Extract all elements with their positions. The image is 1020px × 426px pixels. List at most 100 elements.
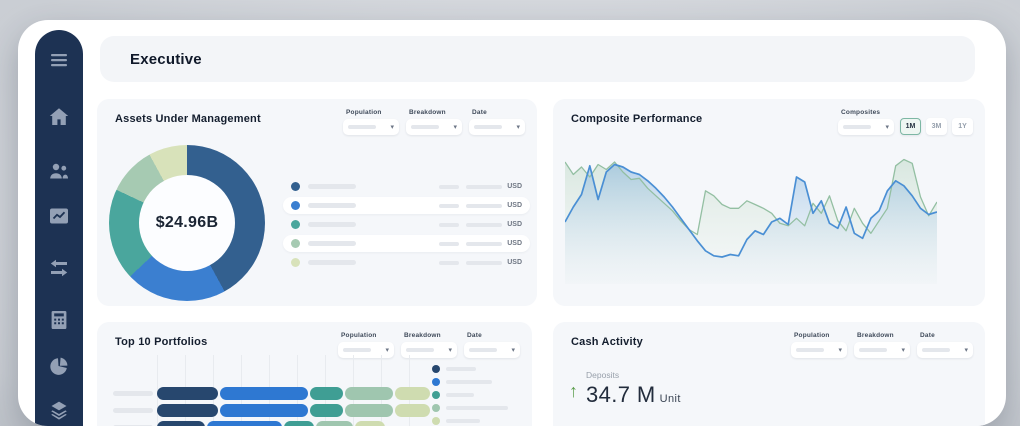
placeholder-skeleton	[474, 125, 502, 129]
value-skeleton	[439, 241, 460, 246]
placeholder-skeleton	[922, 348, 950, 352]
filter-select-date[interactable]: ▾	[464, 342, 520, 358]
holdings-layers-icon[interactable]	[47, 398, 71, 422]
value-skeleton	[466, 222, 503, 227]
legend-name-skeleton	[446, 418, 480, 423]
aum-legend-row[interactable]: USD	[283, 235, 530, 252]
top10-legend-item[interactable]	[432, 375, 522, 388]
legend-name-skeleton	[308, 203, 356, 208]
range-3m-button[interactable]: 3M	[926, 118, 947, 135]
placeholder-skeleton	[348, 125, 376, 129]
aum-legend-row[interactable]: USD	[283, 216, 530, 233]
aum-total-value: $24.96B	[155, 214, 219, 231]
filter-select-breakdown[interactable]: ▾	[401, 342, 457, 358]
row-label-skeleton	[113, 391, 153, 396]
cash-activity-card: Cash Activity Population ▾ Breakdown ▾ Date ▾…	[553, 322, 985, 426]
bar-segment[interactable]	[220, 404, 308, 417]
bar-segment[interactable]	[207, 421, 282, 426]
home-icon[interactable]	[47, 105, 71, 129]
bar-segment[interactable]	[220, 387, 308, 400]
filter-select-population[interactable]: ▾	[791, 342, 847, 358]
legend-name-skeleton	[446, 392, 474, 397]
aum-legend-row[interactable]: USD	[283, 178, 530, 195]
filter-label: Composites	[841, 109, 881, 116]
transactions-icon[interactable]	[47, 256, 71, 280]
filter-select-population[interactable]: ▾	[343, 119, 399, 135]
menu-icon[interactable]	[47, 48, 71, 72]
filter-label: Breakdown	[404, 332, 441, 339]
value-skeleton	[439, 184, 460, 189]
deposits-unit: Unit	[659, 393, 681, 405]
placeholder-skeleton	[859, 348, 887, 352]
legend-name-skeleton	[308, 241, 356, 246]
placeholder-skeleton	[843, 125, 871, 129]
chevron-down-icon: ▾	[516, 123, 520, 131]
filter-select-composites[interactable]: ▾	[838, 119, 894, 135]
composite-performance-card: Composite Performance Composites ▾ 1M 3M 1Y	[553, 99, 985, 306]
chevron-down-icon: ▾	[885, 123, 889, 131]
filter-label: Breakdown	[857, 332, 894, 339]
performance-area-chart[interactable]	[565, 142, 937, 284]
bar-segment[interactable]	[395, 404, 430, 417]
currency-label: USD	[507, 183, 522, 190]
bar-segment[interactable]	[345, 404, 393, 417]
aum-legend-row[interactable]: USD	[283, 197, 530, 214]
legend-dot	[291, 258, 300, 267]
legend-dot	[291, 182, 300, 191]
value-skeleton	[439, 222, 460, 227]
performance-chart-icon[interactable]	[47, 204, 71, 228]
bar-segment[interactable]	[395, 387, 430, 400]
clients-icon[interactable]	[47, 159, 71, 183]
legend-dot	[291, 239, 300, 248]
range-1m-button[interactable]: 1M	[900, 118, 921, 135]
currency-label: USD	[507, 240, 522, 247]
filter-select-population[interactable]: ▾	[338, 342, 394, 358]
aum-legend-list: USD USD USD USD USD	[283, 178, 530, 273]
filter-select-breakdown[interactable]: ▾	[854, 342, 910, 358]
chevron-down-icon: ▾	[448, 346, 452, 354]
chevron-down-icon: ▾	[901, 346, 905, 354]
placeholder-skeleton	[411, 125, 439, 129]
top10-legend-item[interactable]	[432, 414, 522, 426]
cash-filters: Population ▾ Breakdown ▾ Date ▾	[791, 332, 973, 358]
top10-legend-item[interactable]	[432, 388, 522, 401]
legend-dot	[291, 201, 300, 210]
portfolio-row	[113, 387, 439, 400]
filter-label: Population	[794, 332, 830, 339]
bar-segment[interactable]	[310, 404, 343, 417]
legend-dot	[432, 416, 440, 425]
value-skeleton	[466, 241, 503, 246]
top10-card-title: Top 10 Portfolios	[115, 336, 208, 348]
currency-label: USD	[507, 221, 522, 228]
range-1y-button[interactable]: 1Y	[952, 118, 973, 135]
filter-select-date[interactable]: ▾	[469, 119, 525, 135]
composite-controls: Composites ▾ 1M 3M 1Y	[838, 109, 973, 135]
bar-segment[interactable]	[157, 404, 218, 417]
legend-dot	[432, 403, 440, 412]
cash-card-title: Cash Activity	[571, 336, 643, 348]
bar-segment[interactable]	[157, 421, 205, 426]
legend-name-skeleton	[446, 405, 508, 410]
bar-segment[interactable]	[310, 387, 343, 400]
aum-legend-row[interactable]: USD	[283, 254, 530, 271]
deposit-up-arrow-icon: ↑	[569, 381, 578, 401]
filter-select-breakdown[interactable]: ▾	[406, 119, 462, 135]
filter-label: Population	[341, 332, 377, 339]
placeholder-skeleton	[343, 348, 371, 352]
portfolio-row	[113, 421, 439, 426]
calculator-icon[interactable]	[47, 308, 71, 332]
bar-segment[interactable]	[355, 421, 385, 426]
aum-donut-chart[interactable]: $24.96B	[109, 145, 265, 301]
filter-select-date[interactable]: ▾	[917, 342, 973, 358]
allocation-pie-icon[interactable]	[47, 354, 71, 378]
bar-segment[interactable]	[284, 421, 314, 426]
bar-segment[interactable]	[157, 387, 218, 400]
bar-segment[interactable]	[316, 421, 353, 426]
top10-legend-item[interactable]	[432, 401, 522, 414]
app-window: Executive Assets Under Management Popula…	[18, 20, 1006, 426]
composites-filter: Composites ▾	[838, 109, 894, 135]
chevron-down-icon: ▾	[964, 346, 968, 354]
legend-dot	[432, 377, 440, 386]
bar-segment[interactable]	[345, 387, 393, 400]
top10-legend-item[interactable]	[432, 362, 522, 375]
